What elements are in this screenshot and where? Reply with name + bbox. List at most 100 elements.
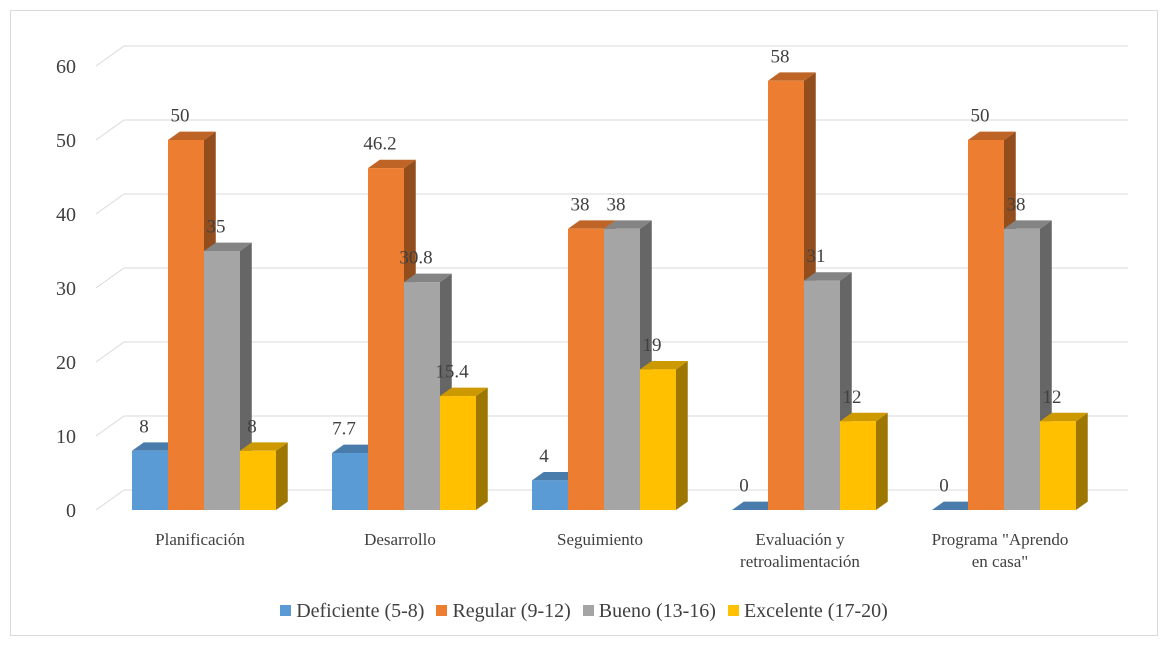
bar-front	[604, 228, 640, 511]
bar-front	[204, 251, 240, 510]
legend-item: Regular (9-12)	[436, 600, 571, 623]
bar-top	[640, 361, 688, 370]
x-tick-label: en casa"	[972, 552, 1029, 571]
bar-front	[768, 80, 804, 511]
chart-plot: 0102030405060850358Planificación7.746.23…	[56, 45, 1128, 571]
bar-side	[240, 242, 252, 510]
bar-front	[240, 450, 276, 510]
bar-top	[132, 442, 180, 451]
data-label: 50	[971, 106, 990, 127]
y-tick-label: 10	[56, 426, 76, 448]
bar	[240, 442, 288, 510]
data-label: 0	[739, 476, 749, 497]
legend-label: Deficiente (5-8)	[296, 600, 425, 622]
bar-front	[1004, 228, 1040, 511]
data-label: 38	[571, 194, 590, 215]
gridline-depth	[95, 119, 125, 141]
bar-front	[368, 168, 404, 510]
gridline-depth	[95, 45, 125, 67]
legend-item: Excelente (17-20)	[727, 600, 888, 623]
bar-top	[404, 273, 452, 283]
bar	[732, 501, 780, 510]
data-label: 8	[139, 416, 149, 437]
bar-top	[732, 501, 780, 510]
bar-top	[840, 412, 888, 422]
gridline-depth	[95, 267, 125, 289]
x-tick-label: Seguimiento	[557, 530, 643, 549]
data-label: 4	[539, 446, 549, 467]
bar-top	[968, 131, 1016, 140]
legend-label: Excelente (17-20)	[743, 600, 888, 622]
x-tick-label: retroalimentación	[740, 552, 860, 571]
bar	[932, 501, 980, 510]
data-label: 19	[643, 335, 662, 356]
y-tick-label: 60	[56, 56, 76, 78]
legend-item: Deficiente (5-8)	[280, 600, 424, 623]
legend-swatch	[280, 604, 292, 616]
gridline-depth	[95, 489, 125, 511]
legend-swatch	[582, 604, 594, 616]
bar-top	[204, 242, 252, 251]
bar-top	[240, 442, 288, 451]
x-tick-label: Planificación	[155, 530, 245, 549]
legend-swatch	[436, 604, 448, 616]
bar-front	[332, 453, 368, 510]
bar-front	[404, 282, 440, 510]
chart-legend: Deficiente (5-8) Regular (9-12) Bueno (13-…	[0, 600, 1168, 623]
gridline-depth	[95, 415, 125, 437]
bar	[840, 412, 888, 510]
y-tick-label: 40	[56, 204, 76, 226]
bar-top	[440, 387, 488, 397]
bar-front	[968, 140, 1004, 510]
bar-top	[932, 501, 980, 510]
bar-top	[332, 444, 380, 454]
bar	[1040, 412, 1088, 510]
bar-front	[804, 280, 840, 510]
legend-label: Bueno (13-16)	[598, 600, 716, 622]
gridline-depth	[95, 193, 125, 215]
data-label: 7.7	[332, 419, 356, 440]
legend-swatch	[727, 604, 739, 616]
bar-side	[276, 442, 288, 510]
x-tick-label: Evaluación y	[755, 530, 845, 549]
y-tick-label: 30	[56, 278, 76, 300]
bar-top	[1004, 220, 1052, 229]
bar-front	[1040, 421, 1076, 510]
bar-front	[640, 369, 676, 510]
data-label: 38	[1007, 194, 1026, 215]
data-label: 46.2	[363, 134, 396, 155]
bar-front	[132, 450, 168, 510]
data-label: 30.8	[399, 248, 432, 269]
bar-front	[568, 228, 604, 511]
data-label: 38	[607, 194, 626, 215]
data-label: 58	[771, 46, 790, 67]
bar-top	[568, 220, 616, 229]
bar-side	[676, 361, 688, 510]
bar-top	[368, 159, 416, 169]
y-tick-label: 50	[56, 130, 76, 152]
y-tick-label: 20	[56, 352, 76, 374]
bar-top	[604, 220, 652, 229]
data-label: 8	[247, 416, 257, 437]
bar-side	[876, 412, 888, 510]
legend-item: Bueno (13-16)	[582, 600, 716, 623]
bar-top	[1040, 412, 1088, 422]
data-label: 15.4	[435, 362, 469, 383]
bar-front	[440, 396, 476, 510]
y-tick-label: 0	[66, 500, 76, 522]
x-tick-label: Programa "Aprendo	[932, 530, 1069, 549]
bar-side	[1076, 412, 1088, 510]
bar	[768, 72, 816, 511]
data-label: 12	[843, 387, 862, 408]
bar-top	[804, 272, 852, 281]
bar-front	[532, 480, 568, 510]
data-label: 35	[207, 217, 226, 238]
bar-top	[768, 72, 816, 81]
data-label: 31	[807, 246, 826, 267]
bar	[204, 242, 252, 510]
bar-top	[168, 131, 216, 140]
legend-label: Regular (9-12)	[452, 600, 571, 622]
bar-front	[840, 421, 876, 510]
data-label: 50	[171, 106, 190, 127]
bar	[440, 387, 488, 510]
